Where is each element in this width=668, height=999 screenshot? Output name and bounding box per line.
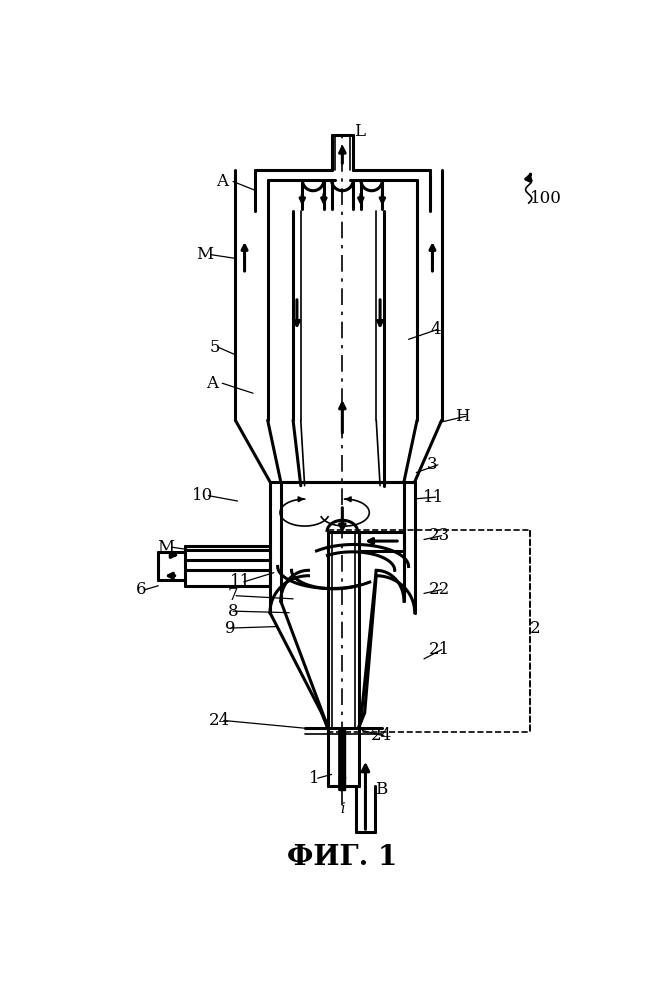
Text: 22: 22 [429, 581, 450, 598]
Text: B: B [375, 781, 387, 798]
Text: 1: 1 [309, 770, 320, 787]
Text: M: M [196, 246, 213, 263]
Text: 23: 23 [429, 527, 450, 544]
Text: A: A [216, 173, 228, 190]
Text: H: H [455, 408, 470, 425]
Text: A: A [206, 375, 218, 392]
Text: i: i [340, 802, 345, 816]
Text: 5: 5 [209, 339, 220, 356]
Text: 9: 9 [224, 619, 235, 636]
Text: ФИГ. 1: ФИГ. 1 [287, 844, 397, 871]
Text: 11: 11 [230, 573, 251, 590]
Text: 4: 4 [430, 321, 441, 338]
Text: 6: 6 [136, 581, 147, 598]
Text: 24: 24 [209, 712, 230, 729]
Text: 100: 100 [530, 190, 562, 207]
Text: M: M [158, 538, 174, 555]
Text: 24: 24 [371, 727, 392, 744]
Text: 7: 7 [228, 587, 238, 604]
Text: 21: 21 [429, 641, 450, 658]
Text: 10: 10 [192, 488, 213, 504]
Text: 8: 8 [228, 602, 238, 619]
Text: 2: 2 [530, 619, 541, 636]
Text: 11: 11 [423, 489, 444, 505]
Text: 3: 3 [426, 457, 437, 474]
Text: L: L [354, 123, 365, 140]
